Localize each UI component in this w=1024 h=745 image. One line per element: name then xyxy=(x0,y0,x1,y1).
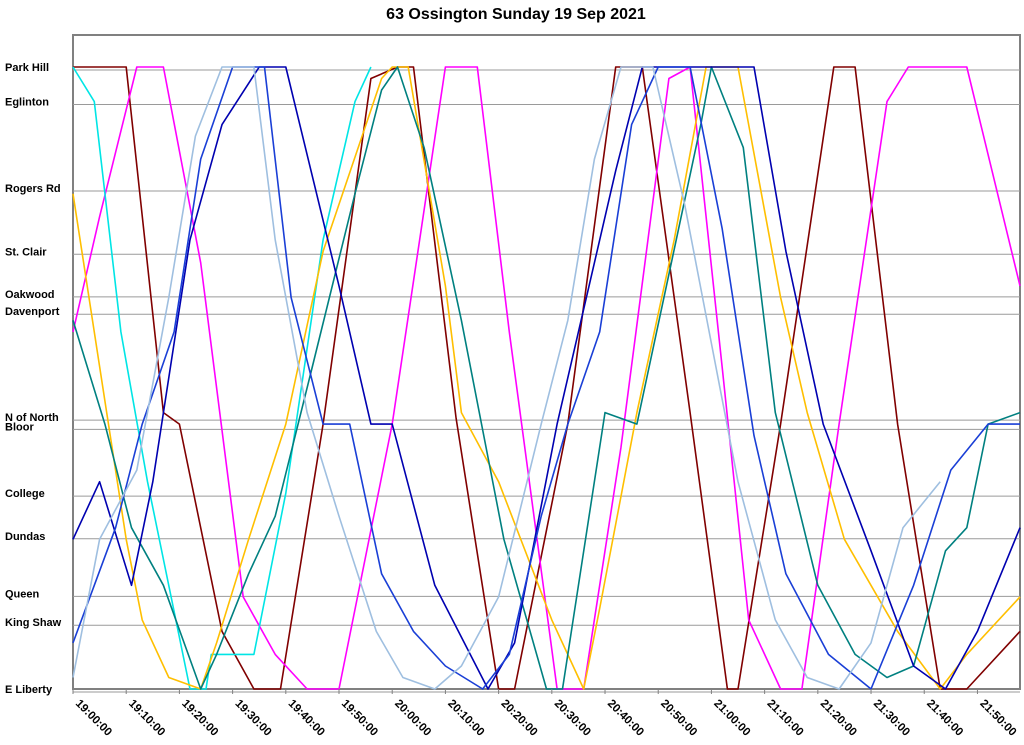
y-tick-label: E Liberty xyxy=(5,684,53,696)
y-tick-label: Rogers Rd xyxy=(5,183,61,195)
series-line xyxy=(72,66,1020,690)
y-tick-label: Oakwood xyxy=(5,289,55,301)
x-tick-label: 19:50:00 xyxy=(339,698,380,739)
x-tick-label: 20:20:00 xyxy=(498,698,539,739)
x-tick-label: 21:20:00 xyxy=(818,698,859,739)
y-tick-label: College xyxy=(5,488,45,500)
series-line xyxy=(72,66,1021,690)
series-line xyxy=(72,66,1021,690)
x-tick-label: 21:40:00 xyxy=(924,698,965,739)
x-tick-label: 20:40:00 xyxy=(605,698,646,739)
x-tick-label: 21:50:00 xyxy=(977,698,1018,739)
x-tick-label: 21:00:00 xyxy=(711,698,752,739)
y-tick-label: King Shaw xyxy=(5,617,62,629)
y-tick-label: Dundas xyxy=(5,531,45,543)
series-line xyxy=(72,66,941,690)
x-tick-label: 19:10:00 xyxy=(126,698,167,739)
x-tick-label: 19:40:00 xyxy=(286,698,327,739)
x-tick-label: 19:30:00 xyxy=(232,698,273,739)
y-tick-label: Park Hill xyxy=(5,62,49,74)
series-line xyxy=(73,66,1021,690)
plot-area-frame xyxy=(72,34,1021,690)
x-tick-label: 19:20:00 xyxy=(179,698,220,739)
y-tick-label: Eglinton xyxy=(5,97,49,109)
x-tick-label: 20:50:00 xyxy=(658,698,699,739)
chart-title: 63 Ossington Sunday 19 Sep 2021 xyxy=(386,6,646,23)
x-tick-label: 21:10:00 xyxy=(765,698,806,739)
x-tick-label: 20:30:00 xyxy=(552,698,593,739)
y-tick-label: Bloor xyxy=(5,421,34,433)
x-tick-label: 20:10:00 xyxy=(445,698,486,739)
x-tick-label: 20:00:00 xyxy=(392,698,433,739)
y-tick-label: Queen xyxy=(5,588,40,600)
x-tick-label: 19:00:00 xyxy=(73,698,114,739)
y-tick-label: Davenport xyxy=(5,306,60,318)
y-tick-label: N of North xyxy=(5,412,59,424)
y-tick-label: St. Clair xyxy=(5,246,47,258)
x-tick-label: 21:30:00 xyxy=(871,698,912,739)
